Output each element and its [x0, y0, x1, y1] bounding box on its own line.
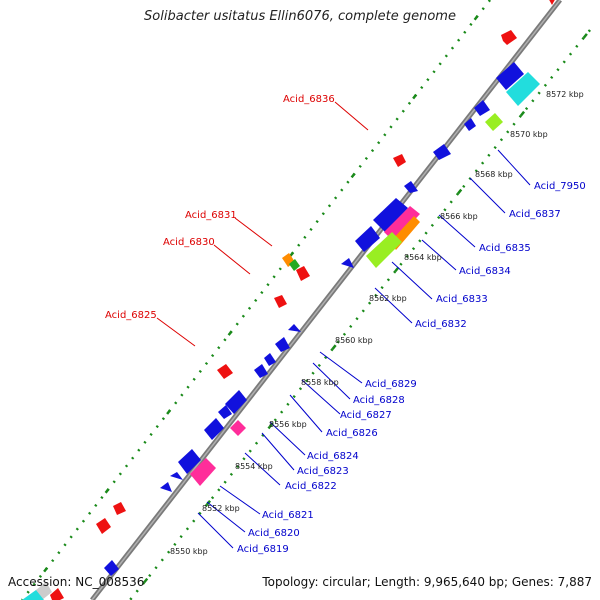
- tick-label: 8552 kbp: [202, 504, 240, 513]
- tick-label: 8564 kbp: [404, 253, 442, 262]
- tick-label: 8566 kbp: [440, 212, 478, 221]
- accession-text: Accession: NC_008536: [8, 575, 145, 589]
- reverse-gene[interactable]: [404, 181, 418, 193]
- reverse-gene-label[interactable]: Acid_6837: [509, 209, 561, 220]
- forward-gene[interactable]: [393, 154, 406, 167]
- forward-gene[interactable]: [274, 295, 287, 308]
- forward-gene-label[interactable]: Acid_6831: [185, 210, 237, 221]
- reverse-gene-label[interactable]: Acid_6828: [353, 395, 405, 406]
- reverse-gene-label[interactable]: Acid_6832: [415, 319, 467, 330]
- reverse-gene-label[interactable]: Acid_6835: [479, 243, 531, 254]
- tick-label: 8570 kbp: [510, 130, 548, 139]
- reverse-gene[interactable]: [474, 100, 490, 116]
- reverse-gene[interactable]: [218, 405, 232, 419]
- reverse-gene[interactable]: [160, 482, 172, 492]
- reverse-gene[interactable]: [288, 324, 301, 332]
- reverse-gene-label[interactable]: Acid_6829: [365, 379, 417, 390]
- forward-gene-label[interactable]: Acid_6830: [163, 237, 215, 248]
- tick-label: 8550 kbp: [170, 547, 208, 556]
- reverse-gene[interactable]: [178, 449, 201, 474]
- reverse-gene[interactable]: [433, 144, 451, 160]
- tick-label: 8554 kbp: [235, 462, 273, 471]
- forward-tick-track: [21, 0, 491, 600]
- reverse-gene[interactable]: [341, 258, 354, 268]
- forward-gene[interactable]: [50, 588, 64, 600]
- rna-gene[interactable]: [289, 259, 300, 271]
- reverse-gene-label[interactable]: Acid_6819: [237, 544, 289, 555]
- reverse-gene-label[interactable]: Acid_6826: [326, 428, 378, 439]
- reverse-gene-label[interactable]: Acid_6822: [285, 481, 337, 492]
- tick-label: 8556 kbp: [269, 420, 307, 429]
- rna-gene[interactable]: [230, 420, 246, 436]
- tick-label: 8558 kbp: [301, 378, 339, 387]
- forward-gene[interactable]: [113, 502, 126, 515]
- genome-backbone-highlight: [91, 0, 561, 600]
- reverse-gene[interactable]: [254, 364, 268, 378]
- reverse-gene[interactable]: [496, 62, 524, 90]
- forward-gene[interactable]: [96, 518, 111, 534]
- genome-summary-text: Topology: circular; Length: 9,965,640 bp…: [262, 575, 592, 589]
- forward-gene[interactable]: [501, 30, 517, 45]
- genome-title: Solibacter usitatus Ellin6076, complete …: [144, 9, 456, 24]
- rna-gene[interactable]: [22, 590, 44, 600]
- reverse-gene-label[interactable]: Acid_6823: [297, 466, 349, 477]
- tick-label: 8568 kbp: [475, 170, 513, 179]
- forward-label-connectors: [156, 101, 369, 347]
- reverse-gene[interactable]: [225, 390, 247, 414]
- forward-gene[interactable]: [547, 0, 557, 5]
- reverse-gene[interactable]: [464, 118, 476, 131]
- reverse-gene-label[interactable]: Acid_6827: [340, 410, 392, 421]
- forward-gene-label[interactable]: Acid_6825: [105, 310, 157, 321]
- reverse-gene-label[interactable]: Acid_6834: [459, 266, 511, 277]
- reverse-gene[interactable]: [104, 560, 119, 576]
- reverse-gene-label[interactable]: Acid_6833: [436, 294, 488, 305]
- tick-label: 8562 kbp: [369, 294, 407, 303]
- reverse-gene-label[interactable]: Acid_6820: [248, 528, 300, 539]
- reverse-gene[interactable]: [264, 353, 276, 366]
- reverse-tick-track: [129, 29, 591, 600]
- rna-gene[interactable]: [506, 72, 540, 106]
- reverse-gene-label[interactable]: Acid_6824: [307, 451, 359, 462]
- reverse-gene[interactable]: [204, 418, 224, 440]
- reverse-gene[interactable]: [373, 198, 408, 232]
- reverse-gene[interactable]: [170, 472, 183, 480]
- rna-gene[interactable]: [366, 232, 402, 268]
- rna-gene[interactable]: [485, 113, 503, 131]
- reverse-gene-label[interactable]: Acid_6821: [262, 510, 314, 521]
- forward-gene[interactable]: [217, 364, 233, 379]
- rna-gene[interactable]: [190, 458, 216, 486]
- reverse-gene[interactable]: [275, 337, 290, 352]
- forward-gene[interactable]: [296, 266, 310, 281]
- tick-label: 8560 kbp: [335, 336, 373, 345]
- reverse-gene-label[interactable]: Acid_7950: [534, 181, 586, 192]
- forward-gene-label[interactable]: Acid_6836: [283, 94, 335, 105]
- reverse-gene[interactable]: [355, 226, 380, 252]
- reverse-label-connectors: [197, 149, 531, 549]
- tick-label: 8572 kbp: [546, 90, 584, 99]
